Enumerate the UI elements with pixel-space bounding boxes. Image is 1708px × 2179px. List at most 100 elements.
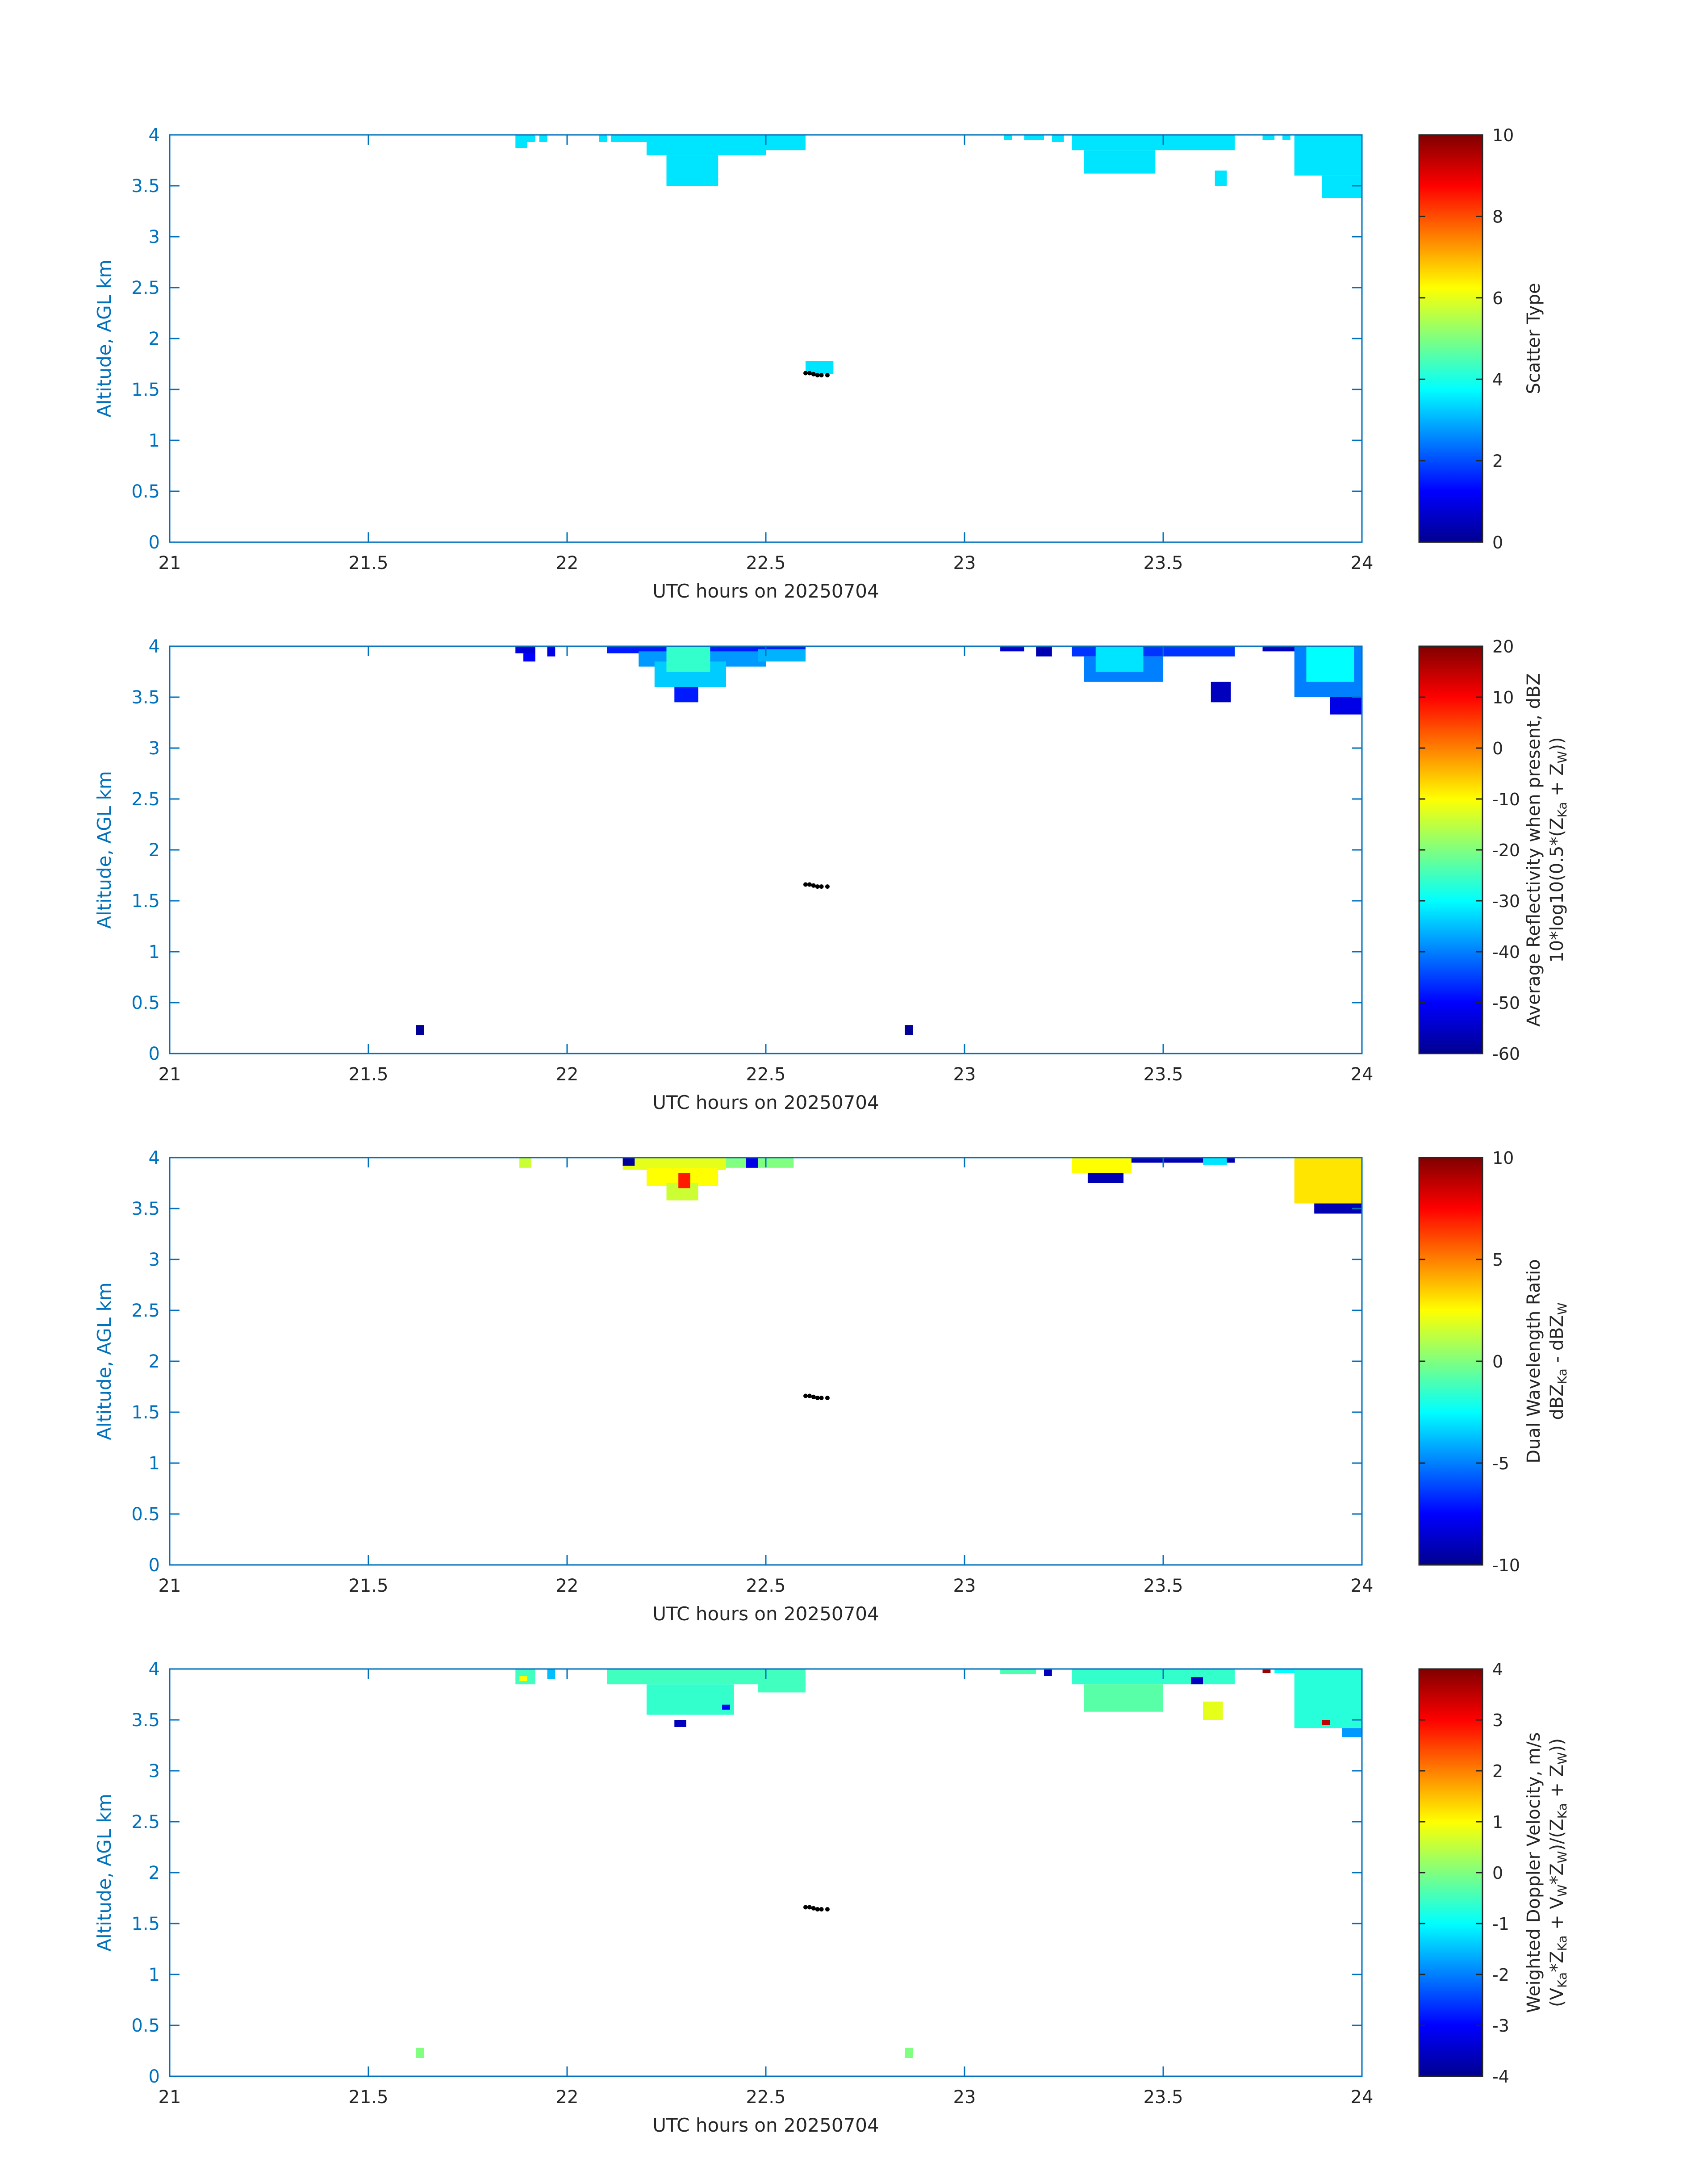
data-cell xyxy=(1282,135,1290,140)
data-point xyxy=(807,882,812,887)
formula-subscript: W xyxy=(1555,1851,1570,1863)
data-cell xyxy=(1211,682,1231,703)
x-tick-label: 23 xyxy=(953,2087,976,2108)
colorbar-tick-label: -3 xyxy=(1492,2016,1509,2036)
y-tick-label: 1.5 xyxy=(131,1914,160,1934)
chart-panel-3: 21 21.5 22 22.5 23 23.5 2400.511.522.533.54UTC… xyxy=(93,1148,1570,1625)
formula-text: *Z xyxy=(1547,1863,1567,1884)
data-cell xyxy=(1262,135,1275,140)
data-cell xyxy=(726,1158,794,1168)
data-cell xyxy=(1314,1203,1362,1214)
y-tick-label: 0.5 xyxy=(131,993,160,1013)
data-cell xyxy=(527,135,535,142)
y-tick-label: 2 xyxy=(149,840,160,861)
axes-frame xyxy=(169,645,1363,1054)
colorbar-tick-label: -30 xyxy=(1492,891,1520,911)
formula-text: *Z xyxy=(1547,1951,1567,1972)
data-cell xyxy=(1036,646,1052,657)
data-cell xyxy=(515,646,535,653)
colorbar-tick-label: 0 xyxy=(1492,533,1503,552)
axes-frame xyxy=(169,1668,1363,2077)
y-axis-label: Altitude, AGL km xyxy=(93,259,115,417)
colorbar-tick-label: 8 xyxy=(1492,207,1503,226)
data-cell xyxy=(1262,646,1303,652)
data-cell xyxy=(674,687,698,703)
y-tick-label: 0 xyxy=(149,1044,160,1064)
formula-subscript: Ka xyxy=(1555,802,1570,818)
y-tick-label: 3.5 xyxy=(131,687,160,708)
x-tick-label: 21.5 xyxy=(348,553,388,573)
data-point xyxy=(803,371,808,376)
y-tick-label: 2 xyxy=(149,329,160,349)
data-cell xyxy=(547,1669,555,1679)
y-tick-label: 0.5 xyxy=(131,2016,160,2036)
x-tick-label: 24 xyxy=(1351,2087,1374,2108)
formula-text: + V xyxy=(1547,1897,1567,1936)
data-cell xyxy=(1072,1158,1132,1173)
data-cell xyxy=(547,646,555,657)
colorbar-tick-label: -40 xyxy=(1492,942,1520,962)
x-axis-label: UTC hours on 20250704 xyxy=(652,1092,879,1113)
colorbar-tick-label: 4 xyxy=(1492,1660,1503,1679)
y-tick-label: 3 xyxy=(149,1761,160,1782)
y-tick-label: 2.5 xyxy=(131,1301,160,1321)
colorbar-tick-label: 4 xyxy=(1492,370,1503,389)
data-cell xyxy=(666,155,718,186)
data-cell xyxy=(1306,646,1354,682)
colorbar-tick-label: 0 xyxy=(1492,739,1503,758)
data-cell xyxy=(1203,1701,1223,1720)
y-tick-label: 3 xyxy=(149,227,160,247)
data-point xyxy=(819,884,824,889)
colorbar-tick-label: 5 xyxy=(1492,1250,1503,1270)
axes-frame xyxy=(169,134,1363,543)
colorbar-label: Average Reflectivity when present, dBZ xyxy=(1524,673,1544,1026)
colorbar-gradient xyxy=(1419,1158,1482,1565)
y-tick-label: 3.5 xyxy=(131,1199,160,1219)
data-point xyxy=(807,371,812,376)
y-tick-label: 0.5 xyxy=(131,481,160,502)
y-tick-label: 3.5 xyxy=(131,176,160,197)
data-cell xyxy=(416,1025,424,1035)
y-tick-label: 0.5 xyxy=(131,1504,160,1525)
colorbar-tick-label: 1 xyxy=(1492,1812,1503,1832)
x-tick-label: 22 xyxy=(556,2087,579,2108)
data-cell xyxy=(666,646,710,672)
formula-subscript: Ka xyxy=(1555,1803,1570,1819)
data-cell xyxy=(1322,1720,1330,1725)
y-tick-label: 1.5 xyxy=(131,380,160,400)
x-tick-label: 22 xyxy=(556,553,579,573)
colorbar-label: Dual Wavelength Ratio xyxy=(1524,1259,1544,1463)
y-tick-label: 1 xyxy=(149,1453,160,1474)
data-cell xyxy=(1004,135,1012,140)
formula-text: dBZ xyxy=(1547,1384,1567,1420)
colorbar-tick-label: 2 xyxy=(1492,452,1503,471)
data-cell xyxy=(515,135,527,148)
data-point xyxy=(819,1907,824,1912)
x-tick-label: 23 xyxy=(953,553,976,573)
data-cell xyxy=(1191,1677,1203,1685)
data-cell xyxy=(1342,1728,1362,1737)
colorbar-gradient xyxy=(1419,1669,1482,2076)
x-tick-label: 22.5 xyxy=(746,2087,785,2108)
data-cell xyxy=(523,653,535,662)
x-tick-label: 22.5 xyxy=(746,1064,785,1085)
colorbar-tick-label: -4 xyxy=(1492,2067,1509,2087)
data-cell xyxy=(1322,176,1362,198)
x-axis-label: UTC hours on 20250704 xyxy=(652,2114,879,2136)
colorbar-tick-label: -2 xyxy=(1492,1965,1509,1985)
x-tick-label: 23.5 xyxy=(1143,2087,1183,2108)
data-point xyxy=(825,1396,830,1401)
formula-subscript: Ka xyxy=(1555,1936,1570,1951)
data-point xyxy=(811,372,816,376)
x-tick-label: 24 xyxy=(1351,1576,1374,1596)
y-tick-label: 2.5 xyxy=(131,1812,160,1832)
data-cell xyxy=(416,2048,424,2058)
formula-text: )) xyxy=(1547,1738,1567,1752)
data-cell xyxy=(1087,1173,1123,1183)
x-tick-label: 21.5 xyxy=(348,2087,388,2108)
x-tick-label: 24 xyxy=(1351,553,1374,573)
data-cell xyxy=(519,1158,531,1168)
data-cell xyxy=(1072,1669,1235,1685)
formula-text: (V xyxy=(1547,1987,1567,2007)
data-cell xyxy=(1095,646,1144,672)
